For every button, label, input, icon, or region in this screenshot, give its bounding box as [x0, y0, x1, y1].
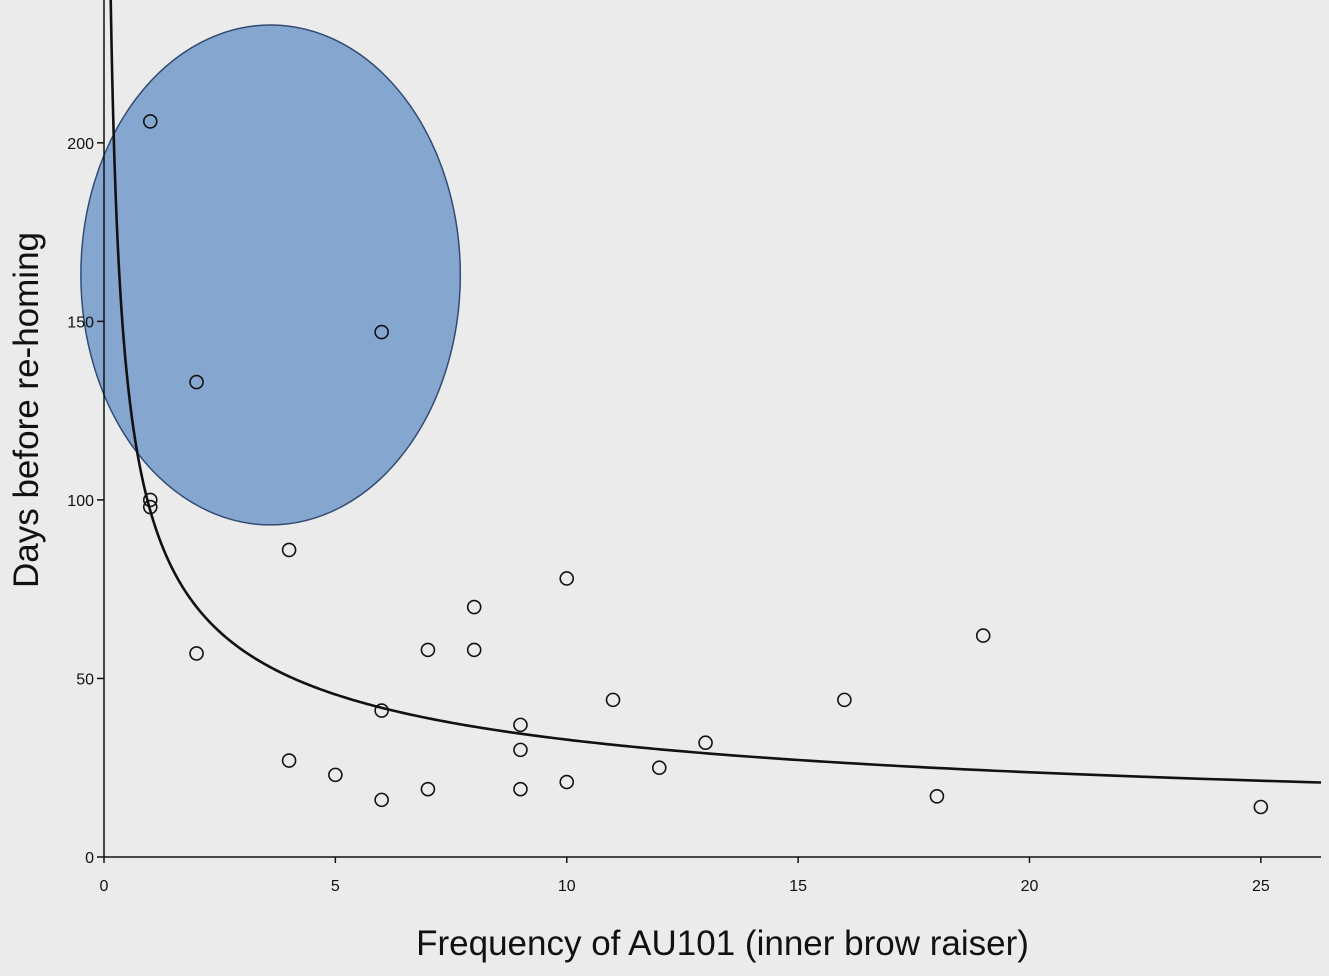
data-point — [420, 642, 436, 658]
data-point — [559, 774, 575, 790]
data-point — [513, 717, 528, 733]
data-point — [1253, 799, 1269, 815]
highlight-ellipse-layer — [80, 24, 462, 526]
highlight-ellipse — [80, 24, 462, 526]
data-point — [374, 703, 389, 718]
data-point — [328, 767, 343, 783]
data-points — [142, 114, 1269, 815]
data-point — [651, 760, 667, 776]
x-tick-label: 20 — [1021, 878, 1039, 895]
data-point — [374, 324, 389, 340]
data-point — [142, 492, 158, 508]
data-point — [420, 781, 436, 797]
data-point — [466, 642, 482, 658]
data-point — [559, 571, 575, 586]
data-point — [281, 753, 297, 768]
fit-curve — [109, 0, 1322, 784]
data-point — [189, 374, 204, 390]
x-tick-label: 25 — [1252, 878, 1270, 895]
x-axis-ticks: 0 5 10 15 20 25 — [100, 857, 1270, 895]
y-tick-label: 100 — [67, 493, 94, 510]
y-tick-label: 50 — [76, 671, 94, 688]
data-point — [837, 692, 852, 708]
data-point — [975, 628, 991, 643]
data-point — [513, 742, 528, 758]
data-point — [929, 788, 945, 804]
x-tick-label: 10 — [558, 878, 576, 895]
data-point — [698, 735, 713, 751]
data-point — [513, 781, 528, 797]
x-tick-label: 0 — [100, 878, 109, 895]
data-point — [281, 542, 297, 558]
fit-curve-layer — [109, 0, 1322, 784]
y-tick-label: 150 — [67, 314, 94, 331]
y-axis-ticks: 0 50 100 150 200 — [67, 136, 104, 867]
x-tick-label: 5 — [331, 878, 340, 895]
data-point — [605, 692, 621, 708]
data-point — [466, 599, 482, 615]
x-axis-title: Frequency of AU101 (inner brow raiser) — [416, 924, 1029, 963]
y-tick-label: 200 — [67, 136, 94, 153]
data-point — [142, 499, 158, 515]
data-point — [374, 792, 389, 808]
x-tick-label: 15 — [789, 878, 807, 895]
data-point — [189, 646, 204, 661]
y-tick-label: 0 — [85, 850, 94, 867]
data-point — [142, 114, 158, 129]
y-axis-title: Days before re-homing — [7, 232, 46, 588]
